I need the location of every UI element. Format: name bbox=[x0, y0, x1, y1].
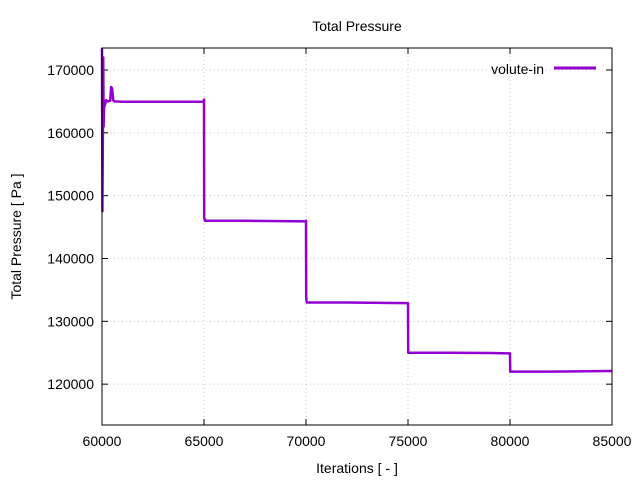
legend: volute-in bbox=[491, 61, 596, 77]
y-tick-labels: 120000 130000 140000 150000 160000 170000 bbox=[47, 62, 94, 392]
x-tick-label: 85000 bbox=[593, 433, 632, 449]
series-line-volute-in bbox=[100, 47, 613, 373]
legend-label-volute-in: volute-in bbox=[491, 61, 544, 77]
series-lines bbox=[100, 47, 613, 373]
x-tick-label: 70000 bbox=[287, 433, 326, 449]
y-tick-label: 150000 bbox=[47, 188, 94, 204]
y-tick-label: 170000 bbox=[47, 62, 94, 78]
x-tick-label: 80000 bbox=[491, 433, 530, 449]
chart-title: Total Pressure bbox=[312, 18, 402, 34]
grid-lines bbox=[102, 48, 612, 425]
x-tick-label: 75000 bbox=[389, 433, 428, 449]
y-axis-title: Total Pressure [ Pa ] bbox=[8, 173, 24, 299]
y-tick-label: 140000 bbox=[47, 250, 94, 266]
plot-frame bbox=[101, 47, 613, 426]
y-tick-label: 160000 bbox=[47, 125, 94, 141]
y-tick-label: 130000 bbox=[47, 313, 94, 329]
y-tick-label: 120000 bbox=[47, 376, 94, 392]
x-tick-label: 65000 bbox=[185, 433, 224, 449]
x-tick-label: 60000 bbox=[83, 433, 122, 449]
axis-ticks bbox=[101, 48, 613, 425]
x-axis-title: Iterations [ - ] bbox=[316, 460, 398, 476]
x-tick-labels: 60000 65000 70000 75000 80000 85000 bbox=[83, 433, 632, 449]
